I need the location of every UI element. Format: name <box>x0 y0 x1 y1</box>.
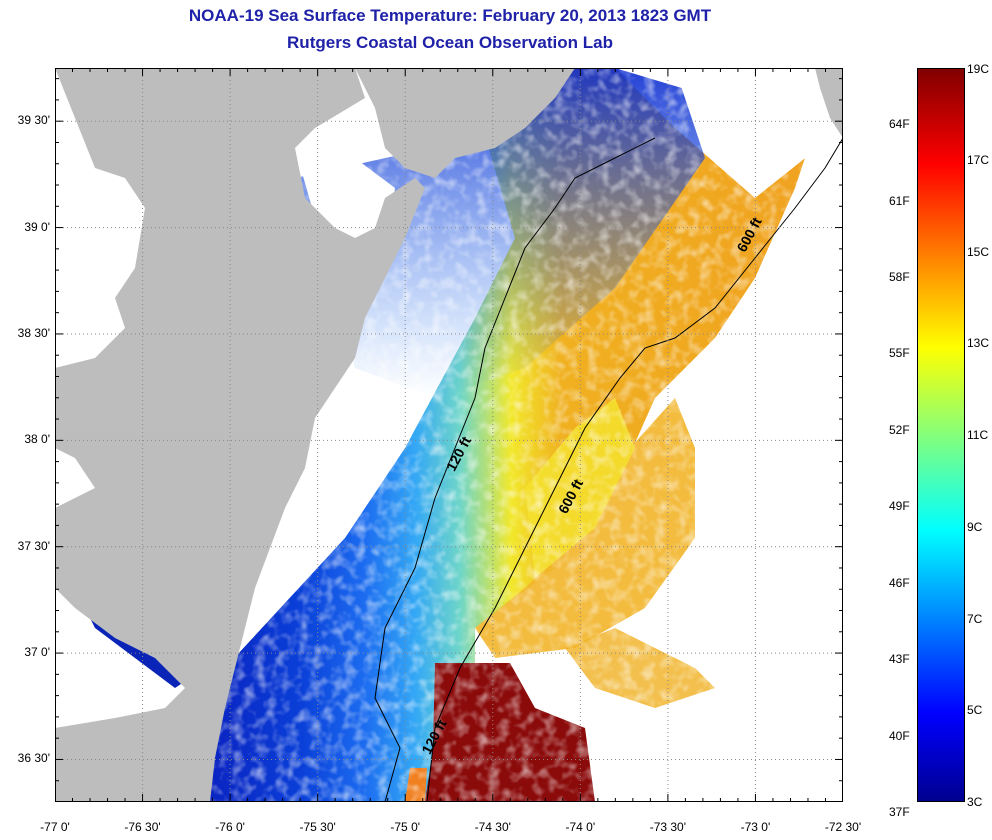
contour-600ft <box>426 137 843 802</box>
lon-tick-label: -76 0' <box>215 820 245 834</box>
lon-tick-label: -74 30' <box>474 820 511 834</box>
lon-tick-label: -76 30' <box>124 820 161 834</box>
colorbar-fahrenheit-label: 49F <box>889 499 910 514</box>
colorbar-celsius-label: 9C <box>967 519 983 534</box>
colorbar-fahrenheit-label: 37F <box>889 805 910 820</box>
contour-120ft <box>374 137 656 802</box>
colorbar-fahrenheit-label: 58F <box>889 269 910 284</box>
map-frame <box>55 68 843 802</box>
colorbar-celsius-label: 19C <box>967 62 990 76</box>
colorbar-celsius-label: 13C <box>967 336 990 351</box>
colorbar-celsius-label: 7C <box>967 611 983 626</box>
land-mass <box>55 68 843 802</box>
colorbar <box>917 68 965 802</box>
isobath-contours <box>374 137 843 802</box>
colorbar-celsius-label: 3C <box>967 795 983 809</box>
colorbar-fahrenheit-label: 61F <box>889 193 910 208</box>
colorbar-celsius-label: 11C <box>967 428 989 442</box>
lon-tick-label: -75 0' <box>390 820 421 834</box>
graticule <box>55 68 843 802</box>
lon-tick-label: -75 30' <box>299 820 336 834</box>
lat-tick-label: 39 0' <box>24 219 50 234</box>
lat-tick-label: 37 30' <box>17 538 50 553</box>
colorbar-fahrenheit-label: 43F <box>889 652 910 667</box>
lat-tick-label: 36 30' <box>17 751 50 766</box>
colorbar-celsius-label: 17C <box>967 152 990 167</box>
colorbar-fahrenheit-label: 46F <box>889 575 910 590</box>
colorbar-fahrenheit-label: 40F <box>889 728 910 743</box>
colorbar-fahrenheit-label: 64F <box>889 117 910 132</box>
colorbar-celsius-label: 15C <box>967 244 990 259</box>
lat-tick-label: 38 0' <box>24 432 50 447</box>
lon-tick-label: -77 0' <box>40 820 70 834</box>
lat-tick-label: 39 30' <box>17 113 50 128</box>
lon-tick-label: -73 30' <box>649 820 687 834</box>
map-subtitle: Rutgers Coastal Ocean Observation Lab <box>287 33 613 52</box>
colorbar-gradient <box>917 68 965 802</box>
colorbar-fahrenheit-label: 55F <box>889 346 910 361</box>
lon-tick-label: -74 0' <box>565 820 596 834</box>
lon-tick-label: -73 0' <box>740 820 771 834</box>
lat-tick-label: 37 0' <box>24 645 50 660</box>
map-title: NOAA-19 Sea Surface Temperature: Februar… <box>188 6 712 25</box>
lat-tick-label: 38 30' <box>17 325 50 340</box>
lon-tick-label: -72 30' <box>824 820 862 834</box>
colorbar-celsius-label: 5C <box>967 703 983 718</box>
colorbar-fahrenheit-label: 52F <box>889 422 910 437</box>
